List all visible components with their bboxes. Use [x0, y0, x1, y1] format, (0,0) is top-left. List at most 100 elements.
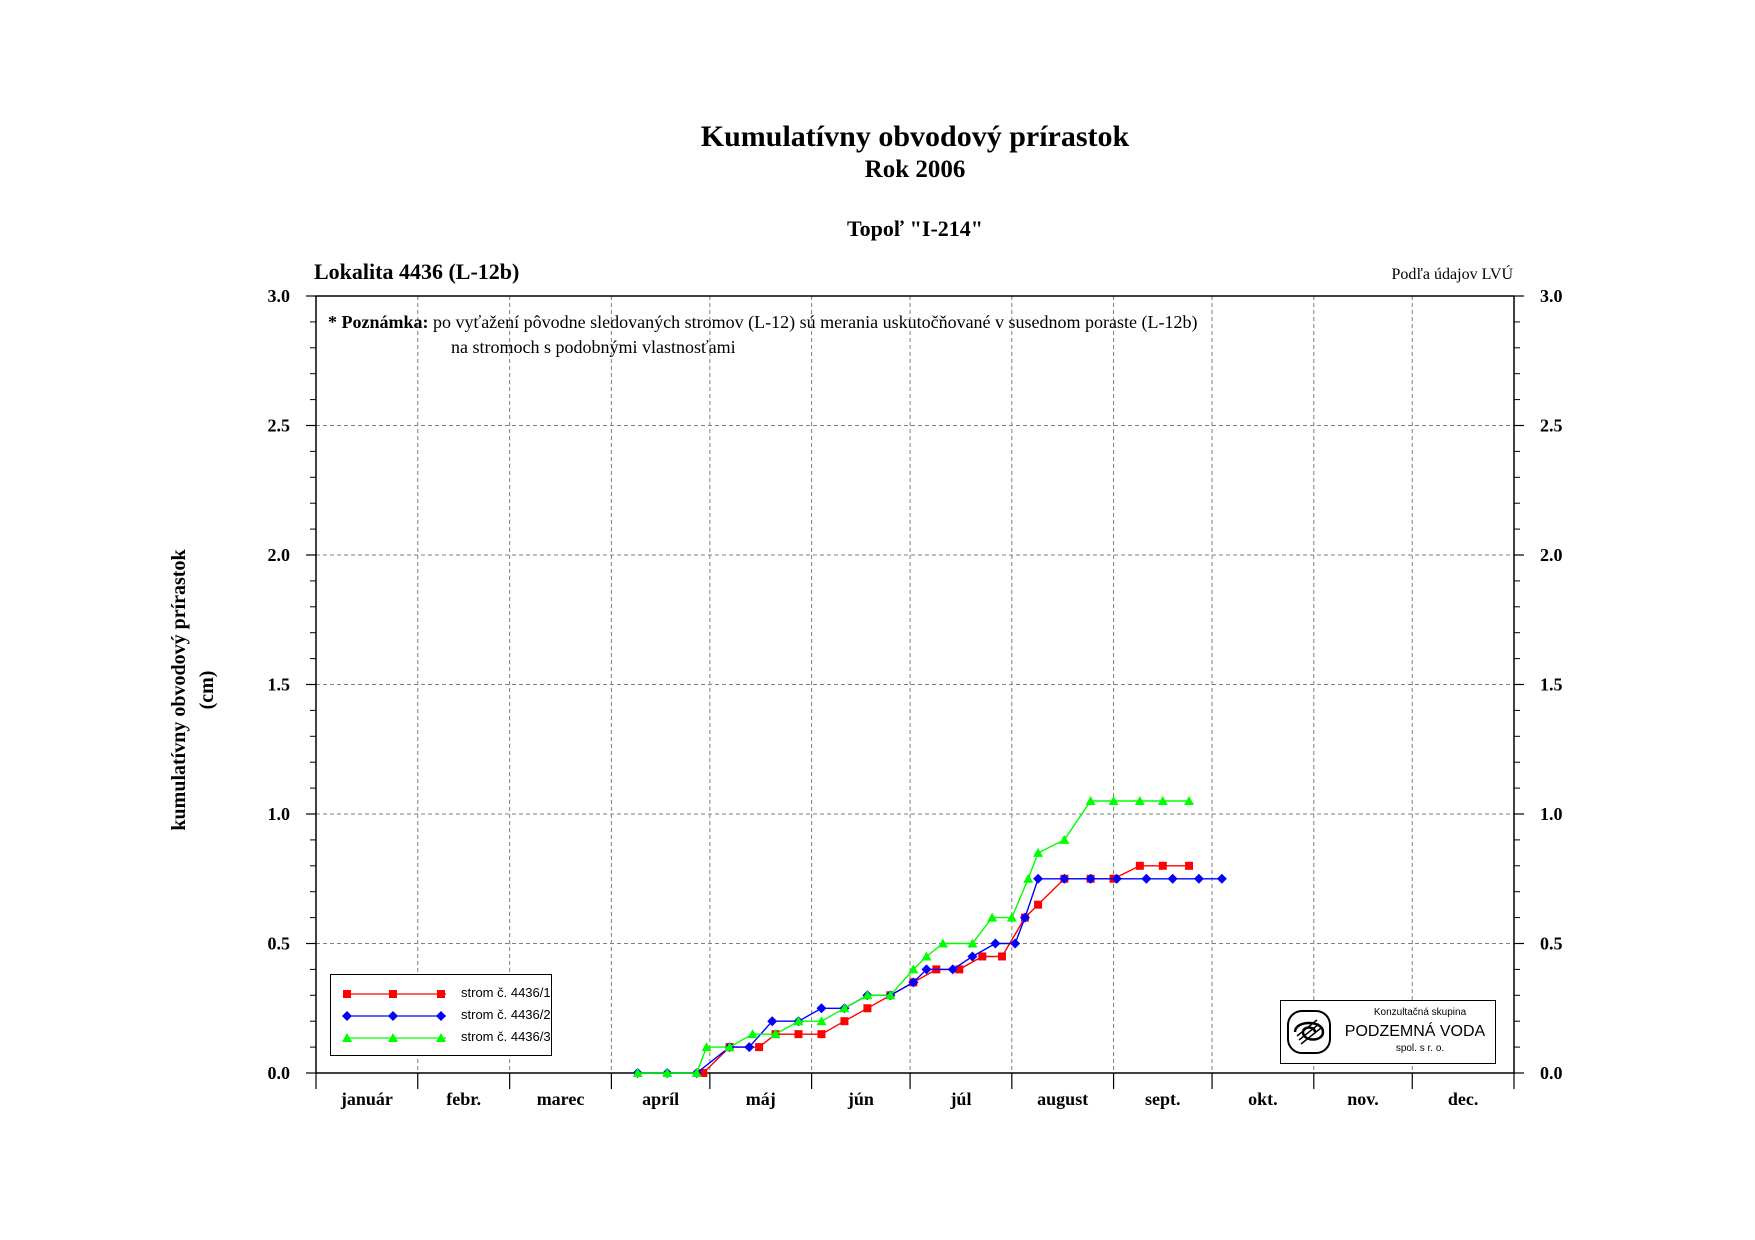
- x-month-label: máj: [746, 1089, 776, 1109]
- data-point-triangle: [908, 964, 919, 974]
- data-point-triangle: [770, 1029, 781, 1039]
- data-point-square: [978, 952, 987, 961]
- data-point-diamond: [1167, 873, 1178, 884]
- data-point-triangle: [839, 1003, 850, 1013]
- y-tick-label-right: 1.0: [1540, 804, 1563, 824]
- data-point-triangle: [816, 1016, 827, 1026]
- series-line-3: [637, 800, 1190, 1074]
- data-point-triangle: [862, 990, 873, 1000]
- legend-swatch-3: [342, 1033, 446, 1042]
- data-point-square: [997, 952, 1006, 961]
- data-point-triangle: [987, 912, 998, 922]
- legend-swatch-1: [343, 990, 446, 998]
- data-point-diamond: [1085, 873, 1096, 884]
- y-tick-label-right: 2.5: [1540, 416, 1563, 436]
- data-point-triangle: [967, 938, 978, 948]
- data-point-diamond: [1010, 938, 1021, 949]
- data-point-triangle: [1006, 912, 1017, 922]
- y-tick-label-right: 1.5: [1540, 675, 1563, 695]
- x-month-label: sept.: [1145, 1089, 1181, 1109]
- logo-line1: Konzultačná skupina: [1373, 1007, 1467, 1018]
- data-point-diamond: [744, 1042, 755, 1053]
- legend-swatch-2: [342, 1011, 446, 1021]
- series-line-2: [637, 878, 1222, 1074]
- data-point-square: [955, 965, 964, 974]
- x-month-label: okt.: [1248, 1089, 1278, 1109]
- y-tick-label-right: 3.0: [1540, 286, 1563, 306]
- data-point-diamond: [1019, 912, 1030, 923]
- x-month-label: febr.: [446, 1089, 481, 1109]
- data-point-square: [1185, 861, 1194, 870]
- x-month-label: jún: [847, 1089, 874, 1109]
- data-point-diamond: [1111, 873, 1122, 884]
- note: * Poznámka: po vyťažení pôvodne sledovan…: [328, 310, 1198, 360]
- data-point-diamond: [967, 951, 978, 962]
- data-point-triangle: [1059, 834, 1070, 844]
- data-point-diamond: [1193, 873, 1204, 884]
- data-point-triangle: [793, 1016, 804, 1026]
- data-point-diamond: [816, 1003, 827, 1014]
- data-point-triangle: [1108, 796, 1119, 806]
- series-group: [632, 796, 1227, 1078]
- data-point-square: [699, 1069, 708, 1077]
- data-point-diamond: [767, 1016, 778, 1027]
- logo-line3: spol. s r. o.: [1395, 1043, 1445, 1054]
- legend-item-3: strom č. 4436/3: [341, 1027, 551, 1049]
- x-month-label: január: [340, 1089, 393, 1109]
- company-logo: Konzultačná skupina PODZEMNÁ VODA spol. …: [1280, 1000, 1496, 1064]
- data-point-triangle: [937, 938, 948, 948]
- data-point-square: [755, 1043, 764, 1052]
- data-point-diamond: [1216, 873, 1227, 884]
- data-point-triangle: [701, 1042, 712, 1052]
- legend-label-2: strom č. 4436/2: [461, 1007, 551, 1022]
- legend-label-1: strom č. 4436/1: [461, 985, 551, 1000]
- chart-title: Kumulatívny obvodový prírastok: [700, 120, 1130, 153]
- data-point-square: [1135, 861, 1144, 870]
- data-point-square: [817, 1030, 826, 1039]
- grid: [316, 296, 1514, 1073]
- series-3: [632, 796, 1195, 1077]
- legend-item-1: strom č. 4436/1: [341, 983, 551, 1005]
- data-point-triangle: [747, 1029, 758, 1039]
- data-point-diamond: [1059, 873, 1070, 884]
- note-line2: na stromoch s podobnými vlastnosťami: [451, 337, 736, 357]
- data-point-triangle: [1184, 796, 1195, 806]
- y-tick-label-left: 1.0: [268, 804, 291, 824]
- data-point-triangle: [724, 1042, 735, 1052]
- data-point-diamond: [921, 964, 932, 975]
- data-point-triangle: [1085, 796, 1096, 806]
- y-tick-label-left: 0.0: [268, 1063, 291, 1083]
- y-tick-label-left: 0.5: [268, 934, 291, 954]
- tree-label: Topoľ "I-214": [846, 216, 984, 241]
- y-tick-label-right: 2.0: [1540, 545, 1563, 565]
- spiral-logo-icon: [1287, 1010, 1331, 1054]
- x-month-label: marec: [537, 1089, 585, 1109]
- data-point-square: [863, 1004, 872, 1013]
- data-point-diamond: [908, 977, 919, 988]
- data-point-triangle: [1157, 796, 1168, 806]
- data-point-square: [1158, 861, 1167, 870]
- data-point-triangle: [662, 1068, 673, 1077]
- axes: 0.0 0.0 0.5 0.5 1.0 1.0 1.5 1.5 2.0 2.0 2.5 2.5 3.0 3…: [268, 286, 1563, 1109]
- data-point-triangle: [691, 1068, 702, 1077]
- data-point-triangle: [1033, 847, 1044, 857]
- data-point-triangle: [1023, 873, 1034, 883]
- locality-label: Lokalita 4436 (L-12b): [314, 259, 520, 284]
- legend-item-2: strom č. 4436/2: [341, 1005, 551, 1027]
- source-label: Podľa údajov LVÚ: [1391, 266, 1513, 283]
- chart-subtitle: Rok 2006: [864, 156, 966, 183]
- y-tick-label-left: 1.5: [268, 675, 291, 695]
- data-point-square: [1034, 900, 1043, 909]
- data-point-square: [794, 1030, 803, 1039]
- x-month-label: august: [1037, 1089, 1088, 1109]
- x-month-label: nov.: [1347, 1089, 1379, 1109]
- note-line1: po vyťažení pôvodne sledovaných stromov …: [433, 312, 1198, 332]
- legend: strom č. 4436/1 strom č. 4436/2 strom č.…: [330, 974, 552, 1056]
- x-month-label: apríl: [642, 1089, 679, 1109]
- data-point-diamond: [1141, 873, 1152, 884]
- data-point-diamond: [990, 938, 1001, 949]
- data-point-square: [840, 1017, 849, 1026]
- data-point-triangle: [921, 951, 932, 961]
- x-month-label: dec.: [1448, 1089, 1479, 1109]
